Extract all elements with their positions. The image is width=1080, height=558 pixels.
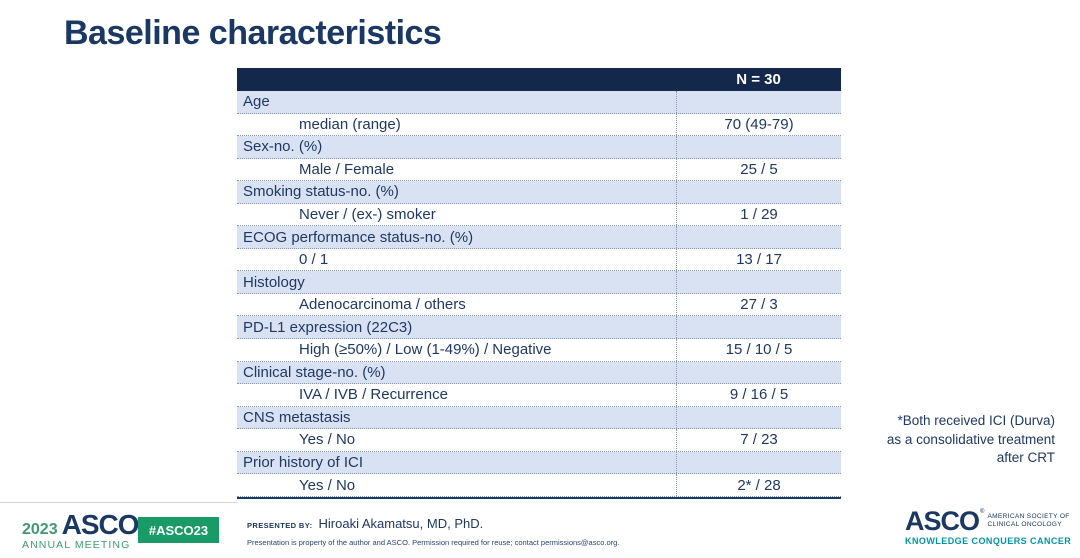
row-value [676, 316, 841, 339]
table-row: 0 / 1 13 / 17 [237, 248, 841, 272]
table-row: Male / Female 25 / 5 [237, 158, 841, 182]
row-value [676, 91, 841, 113]
table-row: Sex-no. (%) [237, 136, 841, 159]
row-value [676, 136, 841, 158]
page-title: Baseline characteristics [64, 14, 442, 52]
row-label: ECOG performance status-no. (%) [243, 228, 474, 246]
row-value: 7 / 23 [676, 429, 841, 451]
row-label: PD-L1 expression (22C3) [243, 318, 413, 336]
table-header-row: N = 30 [237, 68, 841, 91]
row-label: Smoking status-no. (%) [243, 183, 399, 201]
asco-annual-meeting-logo: 2023 ASCO ® ANNUAL MEETING [22, 509, 182, 552]
row-label: Prior history of ICI [243, 454, 364, 472]
presenter-name: Hiroaki Akamatsu, MD, PhD. [318, 516, 484, 531]
row-value: 13 / 17 [676, 248, 841, 271]
footnote-line: as a consolidative treatment [886, 431, 1055, 447]
row-label: Histology [243, 273, 305, 291]
table-row: median (range) 70 (49-79) [237, 113, 841, 137]
meeting-subtitle: ANNUAL MEETING [22, 539, 131, 551]
row-value [676, 406, 841, 429]
table-row: Yes / No 2* / 28 [237, 474, 841, 497]
table-row: PD-L1 expression (22C3) [237, 316, 841, 340]
row-label: Yes / No [299, 431, 356, 449]
table-row: Never / (ex-) smoker 1 / 29 [237, 203, 841, 227]
presented-by-block: PRESENTED BY: Hiroaki Akamatsu, MD, PhD.… [247, 516, 727, 547]
table-row: Adenocarcinoma / others 27 / 3 [237, 293, 841, 317]
row-value [676, 451, 841, 474]
asco-org-line: AMERICAN SOCIETY OF [987, 513, 1070, 520]
row-value: 15 / 10 / 5 [676, 339, 841, 361]
asco-society-logo: ASCO ® AMERICAN SOCIETY OF CLINICAL ONCO… [905, 506, 1072, 547]
row-value: 9 / 16 / 5 [676, 384, 841, 406]
row-value: 27 / 3 [676, 293, 841, 316]
meeting-year: 2023 [22, 521, 58, 538]
asco-tagline: KNOWLEDGE CONQUERS CANCER [905, 536, 1072, 546]
meeting-brand: ASCO [61, 509, 140, 540]
row-label: median (range) [299, 115, 401, 133]
row-value: 25 / 5 [676, 158, 841, 181]
table-row: Smoking status-no. (%) [237, 181, 841, 204]
row-value: 2* / 28 [676, 474, 841, 496]
table-header-empty-cell [237, 68, 676, 91]
row-label: Yes / No [299, 476, 356, 494]
asco-org-line: CLINICAL ONCOLOGY [987, 520, 1062, 528]
table-row: Histology [237, 271, 841, 294]
footnote-line: after CRT [996, 450, 1055, 465]
table-row: ECOG performance status-no. (%) [237, 226, 841, 249]
row-label: Adenocarcinoma / others [299, 296, 466, 314]
presented-by-label: PRESENTED BY: [247, 521, 313, 530]
table-header-n-cell: N = 30 [736, 71, 781, 88]
table-row: Clinical stage-no. (%) [237, 361, 841, 385]
row-value [676, 271, 841, 293]
row-label: CNS metastasis [243, 408, 351, 426]
hashtag-badge: #ASCO23 [138, 517, 219, 543]
footer-divider [0, 502, 237, 503]
baseline-characteristics-table: N = 30 Age median (range) 70 (49-79) Sex… [237, 68, 841, 499]
table-row: CNS metastasis [237, 406, 841, 430]
registered-mark-icon: ® [980, 509, 985, 515]
row-label: Never / (ex-) smoker [299, 206, 436, 223]
table-row: Yes / No 7 / 23 [237, 429, 841, 452]
footnote-line: *Both received ICI (Durva) [897, 413, 1055, 428]
row-label: Male / Female [299, 160, 395, 178]
table-row: High (≥50%) / Low (1-49%) / Negative 15 … [237, 339, 841, 362]
row-label: Sex-no. (%) [243, 138, 323, 156]
row-label: High (≥50%) / Low (1-49%) / Negative [299, 341, 552, 359]
asco-brand: ASCO [905, 506, 980, 536]
row-label: Age [243, 93, 270, 111]
row-value [676, 361, 841, 384]
permission-disclaimer: Presentation is property of the author a… [247, 538, 620, 547]
table-row: IVA / IVB / Recurrence 9 / 16 / 5 [237, 384, 841, 407]
row-value: 70 (49-79) [676, 113, 841, 136]
table-row: Prior history of ICI [237, 451, 841, 475]
footnote: *Both received ICI (Durva) as a consolid… [815, 412, 1055, 468]
table-row: Age [237, 91, 841, 114]
table-body: Age median (range) 70 (49-79) Sex-no. (%… [237, 91, 841, 499]
row-label: 0 / 1 [299, 251, 329, 269]
row-label: Clinical stage-no. (%) [243, 363, 386, 381]
row-value [676, 181, 841, 203]
row-value: 1 / 29 [676, 203, 841, 226]
row-label: IVA / IVB / Recurrence [299, 386, 448, 404]
row-value [676, 226, 841, 248]
